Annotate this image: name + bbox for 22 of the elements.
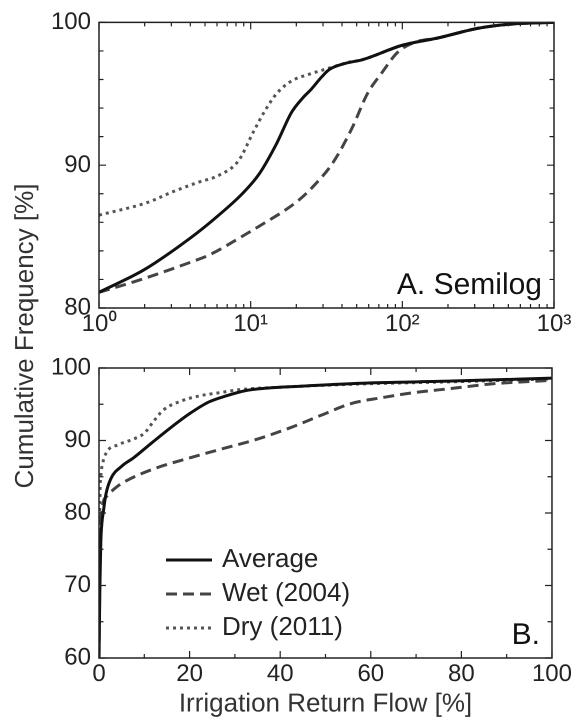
x-tick-label: 10³ [536, 310, 572, 338]
x-axis-title: Irrigation Return Flow [%] [178, 688, 472, 718]
annotation: B. [512, 618, 540, 651]
legend-label: Wet (2004) [222, 577, 350, 608]
y-tick-label: 100 [50, 8, 91, 36]
y-tick-label: 90 [64, 150, 91, 178]
y-tick-label: 70 [64, 571, 91, 598]
x-tick-label: 20 [176, 660, 203, 688]
annotation: A. Semilog [396, 268, 542, 301]
x-tick-label: 0 [92, 660, 106, 688]
y-tick-label: 90 [64, 426, 91, 454]
y-axis-title: Cumulative Frequency [%] [9, 184, 39, 488]
x-tick-label: 10² [384, 310, 420, 338]
x-tick-label: 60 [357, 660, 384, 688]
x-tick-label: 100 [532, 660, 572, 688]
x-tick-label: 80 [448, 660, 475, 688]
y-tick-label: 80 [64, 498, 91, 526]
legend-label: Dry (2011) [222, 611, 343, 642]
x-tick-label: 10¹ [233, 310, 268, 338]
x-tick-label: 40 [266, 660, 294, 688]
legend-label: Average [222, 543, 318, 574]
y-tick-label: 100 [50, 354, 91, 381]
